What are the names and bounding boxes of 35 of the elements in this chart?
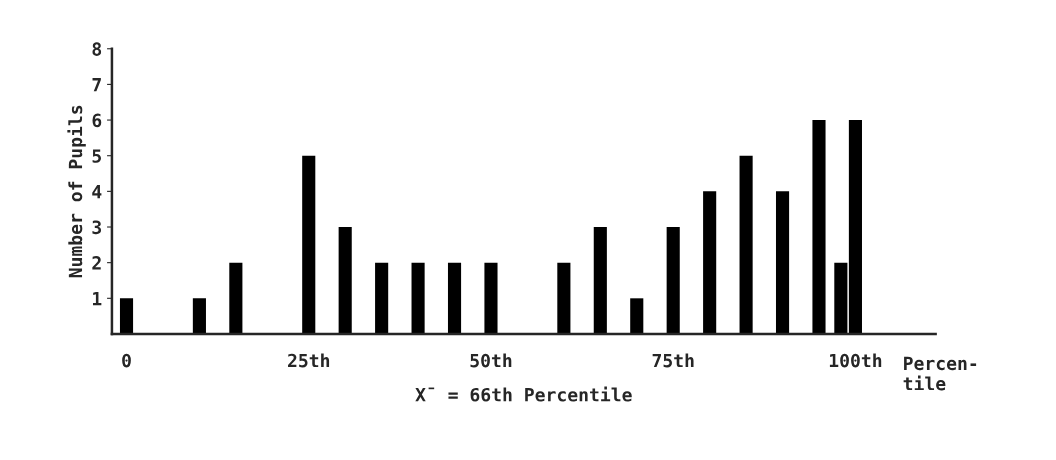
bar — [447, 262, 462, 334]
bar — [557, 262, 571, 334]
bar — [630, 298, 644, 334]
bar — [484, 262, 498, 334]
bar — [302, 155, 316, 334]
x-axis-title: X̄ = 66th Percentile — [415, 386, 632, 402]
bar — [739, 155, 753, 334]
bar — [812, 120, 826, 334]
bar — [848, 120, 862, 334]
x-tick-label: 50th — [470, 353, 512, 368]
bar — [411, 262, 425, 334]
bar — [775, 191, 790, 334]
text: Percen- tile — [903, 356, 977, 391]
y-axis-title: Number of Pupils — [67, 105, 86, 278]
bar — [666, 227, 680, 334]
x-tick-label: 0 — [122, 353, 131, 368]
y-tick-label: 5 — [92, 149, 101, 163]
y-tick-label: 8 — [92, 42, 102, 56]
bar — [593, 227, 607, 334]
y-tick-label: 4 — [92, 185, 102, 199]
y-tick-label: 3 — [92, 220, 102, 235]
y-tick-label: 2 — [92, 256, 101, 270]
y-tick-label: 7 — [92, 78, 101, 92]
y-tick-label: 6 — [92, 113, 102, 128]
bar — [119, 298, 134, 334]
x-tick-label: 100th — [829, 353, 882, 368]
bar — [703, 191, 717, 334]
bar — [229, 262, 243, 334]
bar — [375, 262, 389, 334]
bar — [192, 298, 206, 334]
x-tick-label: 25th — [288, 353, 330, 368]
bar — [338, 227, 352, 334]
bar — [834, 262, 848, 334]
y-tick-label: 1 — [93, 292, 102, 306]
x-tick-label: 75th — [652, 353, 694, 368]
